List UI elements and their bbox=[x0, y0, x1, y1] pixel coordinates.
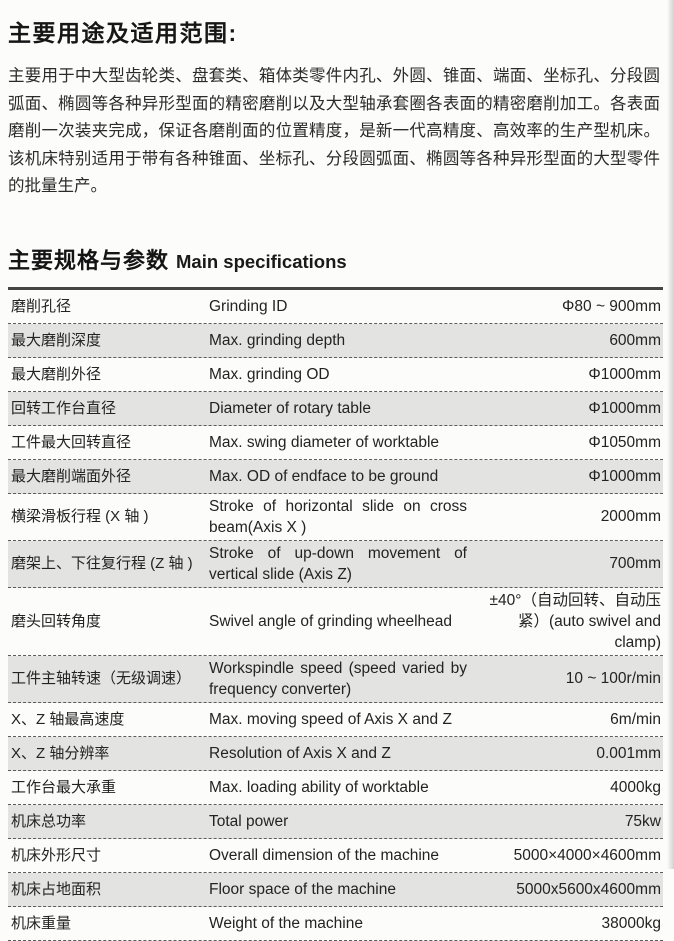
table-row: 磨削孔径 Grinding ID Φ80 ~ 900mm bbox=[8, 290, 663, 324]
table-row: 机床总功率 Total power 75kw bbox=[8, 804, 663, 839]
spec-value: 10 ~ 100r/min bbox=[565, 670, 661, 687]
table-row: 横梁滑板行程 (X 轴 ) Stroke of horizontal slide… bbox=[8, 494, 663, 541]
spec-name-en: Total power bbox=[209, 812, 289, 830]
spec-name-en: Weight of the machine bbox=[209, 914, 363, 932]
specs-heading: 主要规格与参数 Main specifications bbox=[8, 243, 662, 275]
spec-value: Φ1000mm bbox=[588, 399, 661, 417]
spec-name-en: Floor space of the machine bbox=[209, 880, 396, 898]
table-row: 工件主轴转速（无级调速） Workspindle speed (speed va… bbox=[8, 655, 663, 703]
table-row: 回转工作台直径 Diameter of rotary table Φ1000mm bbox=[8, 391, 663, 426]
spec-name-en: Max. OD of endface to be ground bbox=[209, 467, 439, 485]
table-row: X、Z 轴最高速度 Max. moving speed of Axis X an… bbox=[8, 703, 663, 737]
spec-name-zh: 最大磨削端面外径 bbox=[11, 467, 132, 485]
spec-name-zh: 机床总功率 bbox=[11, 812, 87, 830]
spec-value: Φ1000mm bbox=[588, 365, 661, 383]
spec-value: 4000kg bbox=[610, 778, 661, 796]
spec-name-en: Max. grinding depth bbox=[209, 331, 346, 349]
table-row: 磨头回转角度 Swivel angle of grinding wheelhea… bbox=[8, 588, 663, 656]
table-row: 机床重量 Weight of the machine 38000kg bbox=[8, 907, 663, 941]
spec-name-zh: 工件主轴转速（无级调速） bbox=[11, 670, 192, 687]
intro-title: 主要用途及适用范围: bbox=[8, 20, 238, 46]
spec-name-zh: 机床重量 bbox=[11, 914, 72, 932]
spec-value: 6m/min bbox=[610, 710, 661, 728]
table-row: 工件最大回转直径 Max. swing diameter of worktabl… bbox=[8, 426, 663, 460]
spec-name-en: Stroke of horizontal slide on cross beam… bbox=[209, 497, 467, 536]
spec-name-zh: 回转工作台直径 bbox=[11, 399, 117, 417]
spec-value: Φ1000mm bbox=[588, 467, 661, 485]
spec-value: ±40°（自动回转、自动压紧）(auto swivel and clamp) bbox=[489, 591, 661, 651]
table-row: X、Z 轴分辨率 Resolution of Axis X and Z 0.00… bbox=[8, 736, 663, 771]
spec-name-zh: X、Z 轴最高速度 bbox=[11, 710, 125, 728]
spec-name-en: Stroke of up-down movement of vertical s… bbox=[209, 544, 467, 583]
spec-value: Φ80 ~ 900mm bbox=[562, 297, 661, 315]
spec-value: 75kw bbox=[624, 812, 661, 830]
spec-value: 600mm bbox=[609, 331, 661, 349]
spec-value: 38000kg bbox=[601, 914, 661, 932]
table-row: 磨架上、下往复行程 (Z 轴 ) Stroke of up-down movem… bbox=[8, 540, 663, 588]
spec-name-en: Max. swing diameter of worktable bbox=[209, 433, 440, 451]
table-row: 最大磨削端面外径 Max. OD of endface to be ground… bbox=[8, 459, 663, 494]
spec-name-zh: 横梁滑板行程 (X 轴 ) bbox=[11, 508, 149, 525]
spec-name-zh: 工作台最大承重 bbox=[11, 778, 117, 796]
spec-name-zh: 磨削孔径 bbox=[11, 297, 72, 315]
spec-value: 5000x5600x4600mm bbox=[516, 880, 661, 898]
spec-name-zh: 机床外形尺寸 bbox=[11, 846, 102, 864]
table-row: 工作台最大承重 Max. loading ability of worktabl… bbox=[8, 771, 663, 805]
spec-name-zh: 最大磨削深度 bbox=[11, 331, 102, 349]
spec-name-zh: X、Z 轴分辨率 bbox=[11, 744, 110, 762]
specs-title-en: Main specifications bbox=[176, 250, 347, 272]
spec-name-en: Max. loading ability of worktable bbox=[209, 778, 429, 796]
spec-name-en: Swivel angle of grinding wheelhead bbox=[209, 612, 452, 630]
specs-title-zh: 主要规格与参数 bbox=[8, 247, 170, 273]
table-row: 最大磨削外径 Max. grinding OD Φ1000mm bbox=[8, 358, 663, 392]
spec-name-en: Max. moving speed of Axis X and Z bbox=[209, 710, 452, 728]
spec-value: 5000×4000×4600mm bbox=[513, 846, 661, 864]
table-row: 最大磨削深度 Max. grinding depth 600mm bbox=[8, 323, 663, 358]
spec-name-en: Max. grinding OD bbox=[209, 365, 330, 383]
spec-name-zh: 最大磨削外径 bbox=[11, 365, 102, 383]
intro-paragraph: 主要用于中大型齿轮类、盘套类、箱体类零件内孔、外圆、锥面、端面、坐标孔、分段圆弧… bbox=[8, 67, 660, 195]
spec-name-en: Diameter of rotary table bbox=[209, 399, 371, 417]
spec-name-zh: 磨头回转角度 bbox=[11, 612, 102, 630]
spec-value: 700mm bbox=[609, 555, 661, 572]
spec-value: 2000mm bbox=[600, 508, 661, 525]
spec-name-en: Grinding ID bbox=[209, 297, 288, 315]
spec-name-zh: 机床占地面积 bbox=[11, 880, 102, 898]
spec-value: Φ1050mm bbox=[588, 433, 661, 451]
spec-table: 磨削孔径 Grinding ID Φ80 ~ 900mm 最大磨削深度 Max.… bbox=[8, 286, 663, 941]
spec-name-zh: 工件最大回转直径 bbox=[11, 433, 132, 451]
spec-value: 0.001mm bbox=[596, 744, 661, 762]
table-row: 机床占地面积 Floor space of the machine 5000x5… bbox=[8, 872, 663, 907]
table-row: 机床外形尺寸 Overall dimension of the machine … bbox=[8, 839, 663, 873]
spec-name-en: Workspindle speed (speed varied by frequ… bbox=[209, 659, 467, 698]
spec-name-en: Resolution of Axis X and Z bbox=[209, 744, 391, 762]
spec-name-zh: 磨架上、下往复行程 (Z 轴 ) bbox=[11, 555, 193, 572]
spec-name-en: Overall dimension of the machine bbox=[209, 846, 440, 864]
